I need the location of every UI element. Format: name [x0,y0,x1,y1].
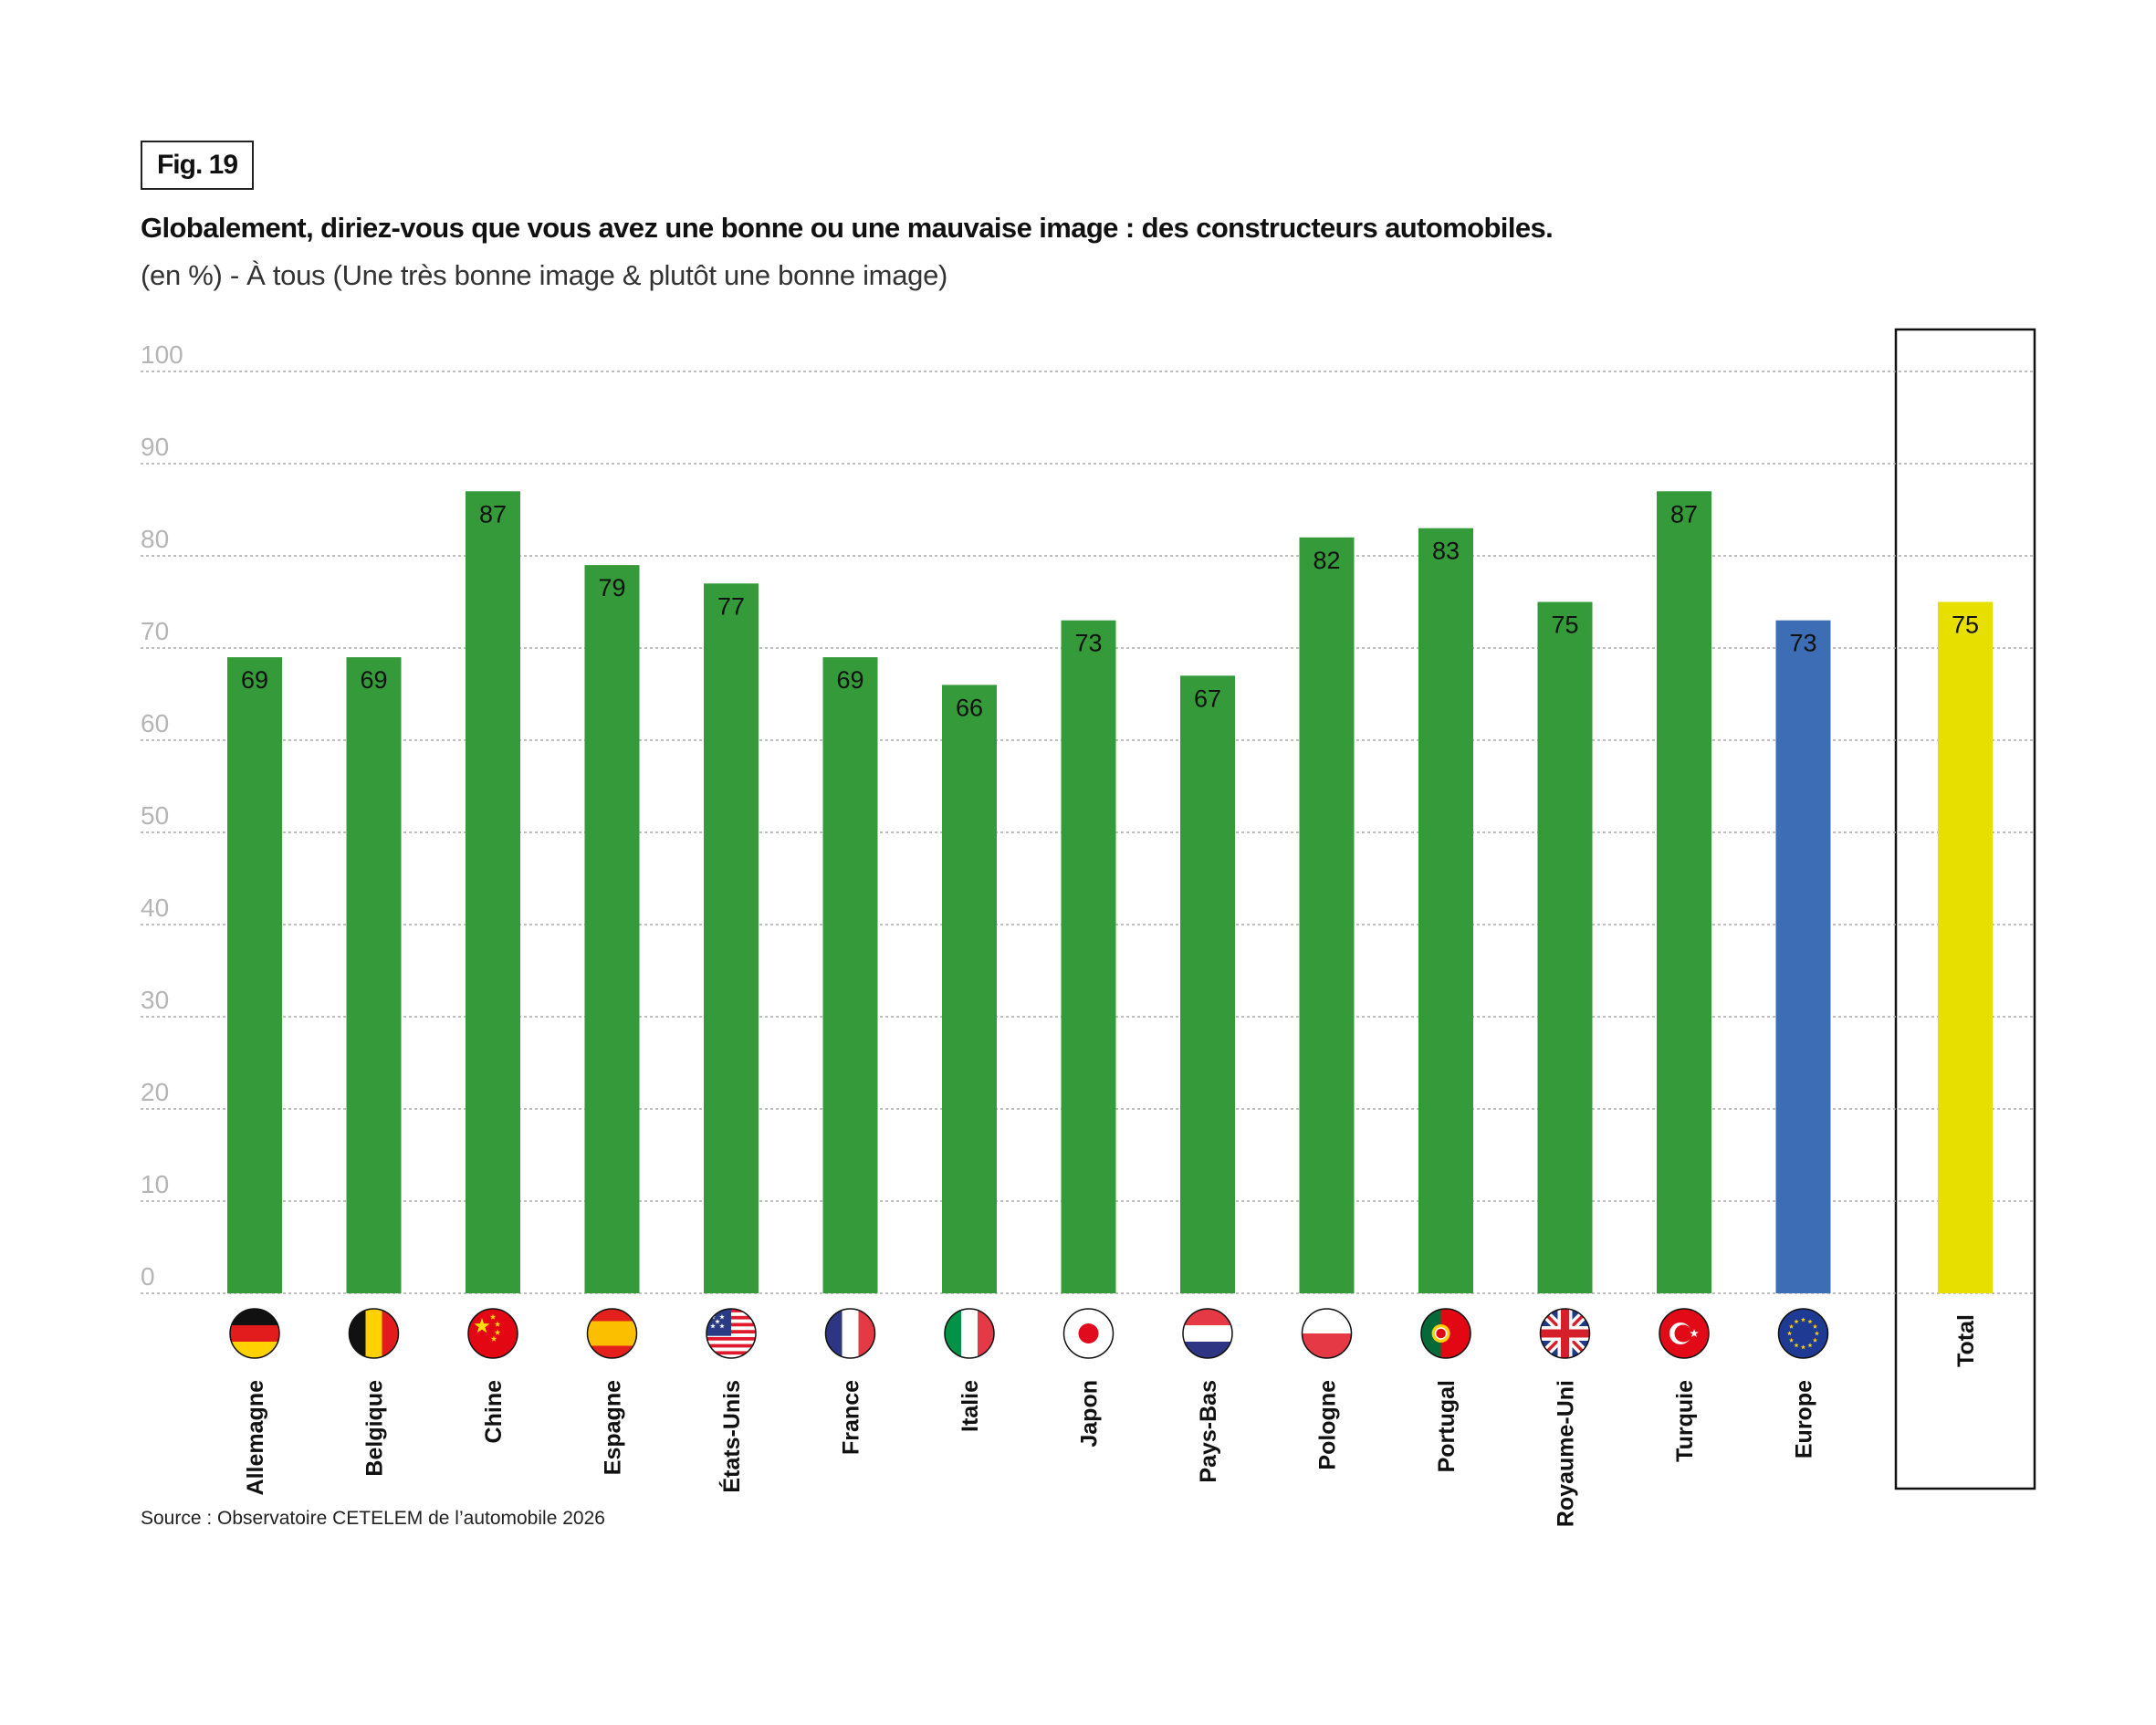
x-tick-label: Total [1953,1314,1979,1367]
data-label: 87 [1670,500,1698,528]
bar-pays-bas [1180,675,1235,1293]
spain-flag-icon [586,1308,638,1359]
poland-flag-icon [1301,1308,1353,1359]
data-label: 67 [1194,685,1221,712]
data-label: 87 [479,500,507,528]
x-tick-label: Pays-Bas [1196,1380,1221,1483]
data-label: 82 [1313,547,1340,574]
y-tick-label: 100 [141,340,183,369]
chart-title: Globalement, diriez-vous que vous avez u… [141,212,1554,244]
source-note: Source : Observatoire CETELEM de l’autom… [141,1508,605,1529]
usa-flag-icon [706,1308,757,1359]
x-tick-label: Chine [481,1380,507,1444]
x-tick-label: Italie [958,1380,983,1432]
portugal-flag-icon [1420,1308,1471,1359]
total-highlight-box [1894,328,2036,1490]
x-tick-label: Pologne [1315,1380,1341,1470]
x-tick-label: États-Unis [718,1380,745,1493]
data-label: 77 [717,592,745,620]
y-tick-label: 30 [141,986,169,1014]
bar-allemagne [227,657,282,1293]
x-tick-label: Japon [1077,1380,1103,1448]
eu-flag-icon [1777,1308,1829,1359]
bar-chine [466,491,520,1293]
x-tick-label: France [839,1380,864,1455]
y-tick-label: 50 [141,801,169,830]
germany-flag-icon [229,1308,280,1359]
y-tick-label: 80 [141,525,169,553]
y-tick-label: 0 [141,1262,155,1291]
y-tick-label: 60 [141,709,169,737]
belgium-flag-icon [348,1308,400,1359]
x-tick-label: Portugal [1434,1380,1460,1472]
japan-flag-icon [1062,1308,1115,1359]
bar-états-unis [704,583,759,1293]
data-label: 69 [360,666,387,694]
x-tick-label: Belgique [362,1380,388,1477]
turkey-flag-icon [1659,1308,1710,1359]
data-label: 79 [598,574,625,601]
chart-subtitle: (en %) - À tous (Une très bonne image & … [141,259,948,291]
y-tick-label: 20 [141,1078,169,1106]
bar-belgique [346,657,402,1293]
bar-japon [1061,620,1116,1293]
x-tick-label: Allemagne [243,1380,268,1496]
x-tick-label: Royaume-Uni [1554,1380,1579,1527]
y-tick-label: 90 [141,433,169,461]
china-flag-icon [467,1308,518,1359]
x-tick-label: Turquie [1672,1380,1698,1462]
x-tick-label: Europe [1792,1380,1817,1458]
bar-italie [942,685,997,1293]
x-tick-label: Espagne [601,1380,626,1475]
data-label: 75 [1551,612,1578,639]
y-tick-label: 40 [141,894,169,922]
bar-france [822,657,878,1293]
bar-royaume-uni [1537,601,1593,1293]
data-label: 66 [956,694,983,721]
data-label: 73 [1074,630,1102,657]
bar-europe [1775,620,1831,1293]
netherlands-flag-icon [1182,1308,1233,1359]
y-tick-label: 10 [141,1170,169,1198]
figure-label: Fig. 19 [141,141,254,190]
data-label: 69 [241,666,268,694]
data-label: 83 [1432,538,1460,565]
bar-portugal [1418,528,1473,1293]
bar-total [1938,601,1993,1293]
data-label: 73 [1789,630,1816,657]
bar-pologne [1299,537,1355,1293]
data-label: 75 [1952,612,1979,639]
italy-flag-icon [944,1308,995,1359]
bar-espagne [584,565,640,1293]
france-flag-icon [824,1308,876,1359]
data-label: 69 [836,666,863,694]
uk-flag-icon [1539,1308,1591,1359]
y-tick-label: 70 [141,617,169,645]
bar-turquie [1657,491,1711,1293]
